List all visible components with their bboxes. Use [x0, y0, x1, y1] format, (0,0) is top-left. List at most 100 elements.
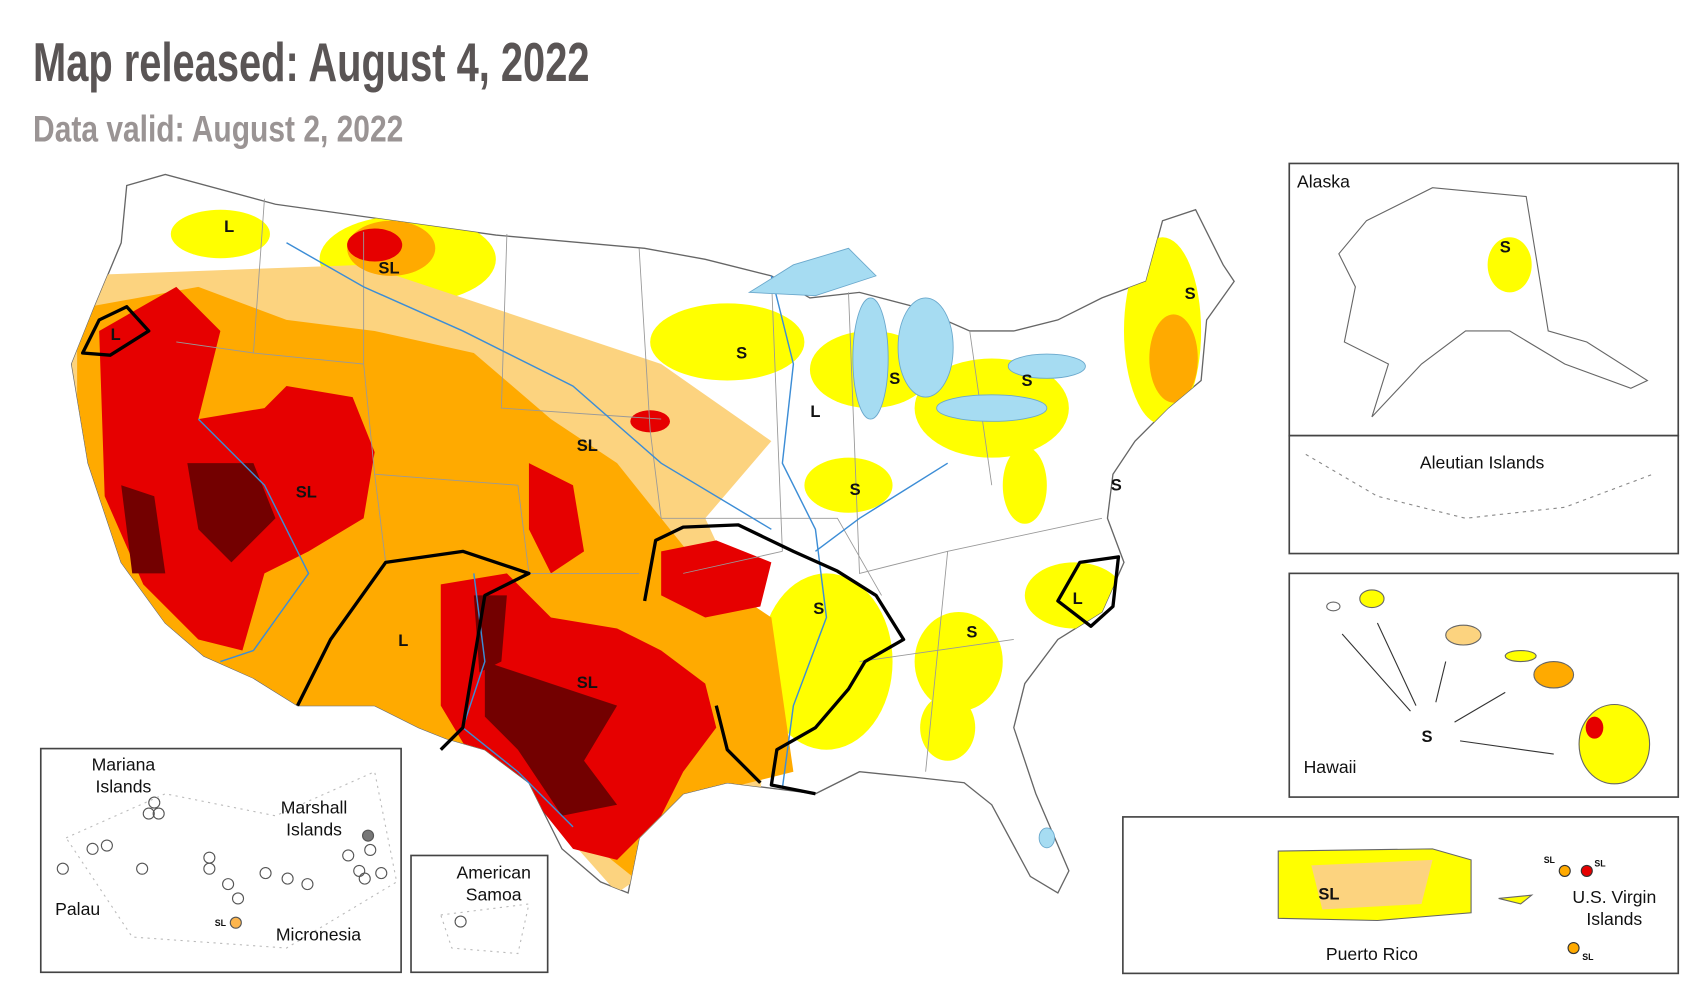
inset-name: U.S. Virgin — [1572, 887, 1656, 907]
impact-label: L — [810, 402, 820, 421]
impact-label: S — [889, 369, 900, 388]
impact-label: SL — [1318, 885, 1339, 904]
great-lakes-part — [936, 394, 1048, 422]
impact-label: S — [850, 480, 861, 499]
virgin-islands-marks — [1558, 864, 1593, 955]
d0-area-part — [650, 303, 805, 381]
impact-boundaries-part — [643, 523, 906, 796]
inset-name: Islands — [286, 820, 342, 840]
hawaii-islands-part — [1533, 660, 1575, 689]
pacific-islands-part — [375, 867, 388, 880]
pacific-islands-part — [259, 867, 272, 880]
subtitle: Data valid: August 2, 2022 — [33, 107, 403, 149]
inset-name: Alaska — [1297, 172, 1350, 192]
d0-area-part — [914, 611, 1003, 712]
pacific-islands-part — [454, 915, 467, 928]
pacific-islands-part — [342, 849, 355, 862]
pacific-islands — [56, 770, 530, 955]
puerto-rico-d1 — [1311, 859, 1433, 910]
pacific-islands-part — [281, 872, 294, 885]
inset-name: Hawaii — [1304, 757, 1357, 777]
d3-area-part — [347, 228, 403, 262]
impact-label: SL — [1594, 858, 1606, 868]
pacific-islands-part — [203, 862, 216, 875]
rivers-part — [286, 242, 772, 530]
pacific-islands-part — [364, 843, 377, 857]
inset-name: Islands — [1586, 909, 1642, 929]
d0-area-part — [920, 694, 976, 761]
virgin-islands-marks-part — [1567, 941, 1580, 955]
impact-boundaries-part — [80, 305, 151, 357]
impact-label: SL — [577, 436, 598, 455]
great-lakes-part — [1007, 353, 1086, 379]
title: Map released: August 4, 2022 — [33, 31, 589, 93]
pacific-islands-part — [136, 862, 149, 875]
d0-area-part — [1002, 446, 1047, 524]
pacific-islands-part — [361, 829, 375, 842]
pacific-islands-part — [301, 878, 314, 891]
inset-name: Mariana — [92, 755, 156, 775]
inset-name: American — [456, 863, 530, 883]
impact-label: S — [1021, 371, 1032, 390]
impact-label: S — [736, 344, 747, 363]
impact-label: S — [1500, 238, 1511, 257]
inset-name: Puerto Rico — [1326, 944, 1418, 964]
pacific-islands-part — [152, 807, 165, 820]
impact-label: L — [224, 217, 234, 236]
rivers-part — [815, 462, 949, 552]
impact-label: S — [1421, 727, 1432, 746]
impact-boundaries-part — [296, 549, 531, 751]
impact-label: SL — [296, 482, 317, 501]
impact-boundaries-part — [1056, 555, 1121, 628]
impact-label: SL — [378, 259, 399, 278]
hawaii-islands-part — [1585, 716, 1604, 739]
conus — [70, 173, 1235, 894]
great-lakes — [747, 247, 1086, 849]
drought-areas — [71, 209, 1202, 893]
d0-area — [170, 209, 1202, 761]
inset-name: Islands — [95, 777, 151, 797]
great-lakes-part — [852, 297, 889, 420]
hawaii-islands-part — [1359, 589, 1385, 609]
culebra — [1498, 894, 1534, 905]
pacific-islands-part — [142, 807, 155, 820]
inset-name: Palau — [55, 899, 100, 919]
pacific-inset — [39, 747, 402, 974]
pacific-islands-part — [86, 842, 99, 855]
rivers-part — [197, 418, 310, 663]
pacific-islands-part — [65, 770, 530, 955]
insets — [39, 162, 1680, 975]
inset-name: Marshall — [281, 798, 348, 818]
pacific-islands-part — [100, 839, 113, 852]
pacific-islands-part — [148, 796, 161, 809]
d4-area — [121, 463, 618, 816]
hawaii-islands-part — [1326, 601, 1341, 612]
inset-name: Samoa — [466, 885, 522, 905]
pacific-islands-part — [222, 878, 235, 891]
impact-label: S — [1185, 284, 1196, 303]
impact-label: SL — [215, 918, 227, 928]
hawaii-islands — [1326, 589, 1651, 785]
great-lakes-part — [747, 247, 877, 297]
d3-area-part — [528, 463, 585, 574]
pacific-islands-part — [229, 916, 242, 929]
pacific-islands-part — [56, 862, 69, 875]
impact-boundaries-part — [714, 705, 762, 784]
hawaii-islands-part — [1578, 703, 1651, 785]
impact-label: L — [398, 631, 408, 650]
d4-area-part — [187, 463, 276, 563]
inset-name: Micronesia — [276, 924, 361, 944]
d0-area-part — [170, 209, 270, 259]
impact-label: SL — [577, 673, 598, 692]
virgin-islands-marks-part — [1558, 864, 1571, 877]
d0-area-part — [1024, 562, 1124, 629]
impact-label: SL — [1582, 952, 1594, 962]
impact-label: S — [813, 599, 824, 618]
d0-area-part — [804, 457, 893, 513]
impact-label: S — [966, 622, 977, 641]
hawaii-islands-part — [1445, 624, 1482, 646]
pacific-islands-part — [358, 872, 371, 885]
